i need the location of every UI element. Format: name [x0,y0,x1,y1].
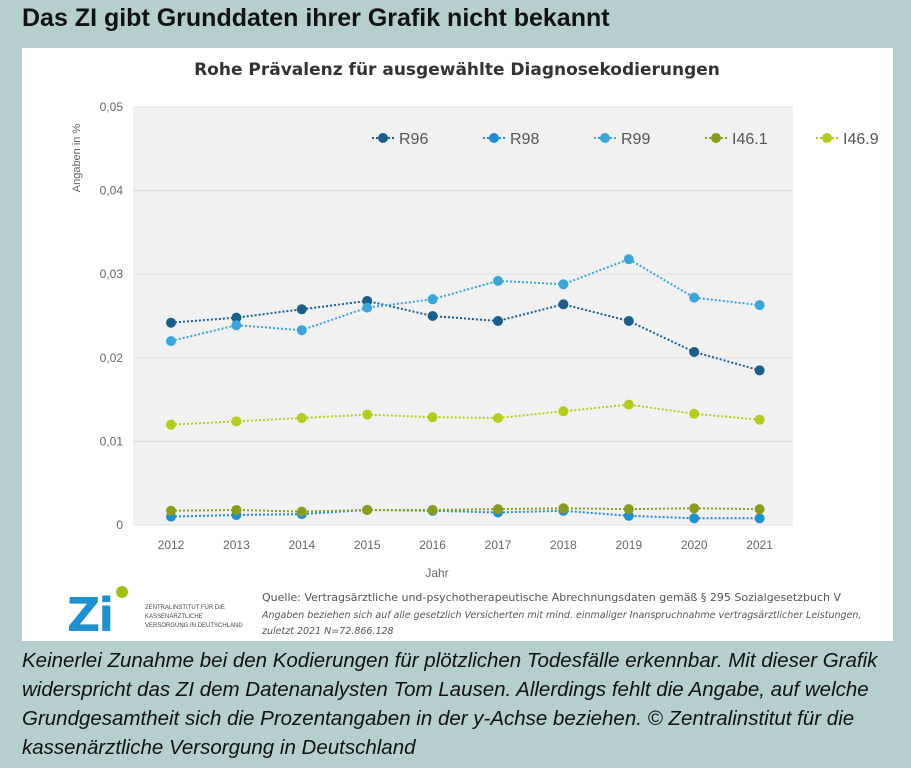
legend-label: R98 [510,131,539,148]
x-tick-label: 2019 [615,538,642,552]
data-point-I46.1 [427,504,438,515]
legend-marker [600,133,610,143]
y-tick-label: 0,03 [100,267,124,281]
source-line: Quelle: Vertragsärztliche und-psychother… [262,591,842,604]
line-chart: Rohe Prävalenz für ausgewählte Diagnosek… [71,60,879,580]
data-point-I46.9 [623,399,634,410]
data-point-I46.1 [362,504,373,515]
y-tick-label: 0 [116,518,123,532]
y-tick-label: 0,02 [100,351,124,365]
data-point-I46.9 [558,406,569,417]
legend-marker [489,133,499,143]
data-point-I46.9 [166,419,176,430]
legend-marker [822,133,832,143]
data-point-R96 [427,311,438,321]
x-tick-label: 2014 [288,538,315,552]
x-tick-label: 2017 [485,538,512,552]
data-point-R99 [296,325,307,336]
data-point-R99 [558,279,569,290]
legend-label: I46.9 [843,131,879,148]
legend-marker [711,133,721,143]
y-tick-label: 0,01 [100,434,124,448]
data-point-R99 [689,292,700,303]
x-tick-label: 2016 [419,538,446,552]
logo-text: ZENTRALINSTITUT FÜR DIE KASSENÄRZTLICHE … [145,605,243,629]
data-point-I46.1 [623,504,634,515]
chart-panel: Rohe Prävalenz für ausgewählte Diagnosek… [22,48,893,642]
source-note: Angaben beziehen sich auf alle gesetzlic… [262,610,862,621]
legend-label: R96 [399,131,428,148]
data-point-I46.1 [689,503,700,514]
x-tick-label: 2021 [746,538,773,552]
x-tick-label: 2013 [223,538,250,552]
data-point-R96 [296,304,307,315]
data-point-I46.1 [296,506,307,517]
data-point-R99 [493,275,503,286]
x-tick-label: 2015 [354,538,381,552]
source-n: zuletzt 2021 N=72.866.128 [262,626,394,637]
data-point-R98 [754,513,765,524]
x-axis-label: Jahr [425,566,448,580]
data-point-R96 [166,317,176,328]
data-point-I46.1 [558,503,569,514]
legend-marker [378,133,388,143]
image-caption: Keinerlei Zunahme bei den Kodierungen fü… [22,649,878,759]
series-line-R99 [170,258,760,343]
data-point-I46.9 [493,412,503,423]
legend-label: R99 [621,131,650,148]
data-point-R96 [754,365,765,376]
y-tick-label: 0,04 [100,184,124,198]
data-point-I46.1 [754,504,765,515]
chart-title: Rohe Prävalenz für ausgewählte Diagnosek… [194,60,720,80]
zi-logo: Zi ZENTRALINSTITUT FÜR DIE KASSENÄRZTLIC… [67,586,243,642]
article-heading: Das ZI gibt Grunddaten ihrer Grafik nich… [22,4,610,32]
data-point-I46.9 [689,408,700,419]
data-point-I46.9 [296,412,307,423]
data-point-R96 [623,316,634,327]
data-point-I46.1 [166,505,176,516]
data-point-R99 [231,320,242,331]
x-tick-label: 2018 [550,538,577,552]
data-point-I46.9 [427,412,438,423]
data-point-R99 [362,302,373,313]
data-point-I46.1 [231,504,242,515]
x-tick-label: 2012 [158,538,185,552]
series-line-R96 [170,299,760,372]
data-point-R96 [231,312,242,323]
y-axis-label: Angaben in % [71,124,83,193]
data-point-R99 [623,254,634,265]
y-tick-label: 0,05 [100,100,124,114]
data-point-I46.9 [362,409,373,420]
data-point-R99 [754,300,765,311]
x-tick-label: 2020 [681,538,708,552]
data-point-R96 [493,316,503,327]
data-point-R99 [427,294,438,305]
data-point-R99 [166,336,176,347]
data-point-R96 [558,299,569,310]
data-point-I46.9 [231,416,242,427]
data-point-R96 [689,346,700,357]
data-point-R98 [689,513,700,524]
legend-label: I46.1 [732,131,768,148]
data-point-I46.1 [493,504,503,515]
data-point-I46.9 [754,414,765,425]
